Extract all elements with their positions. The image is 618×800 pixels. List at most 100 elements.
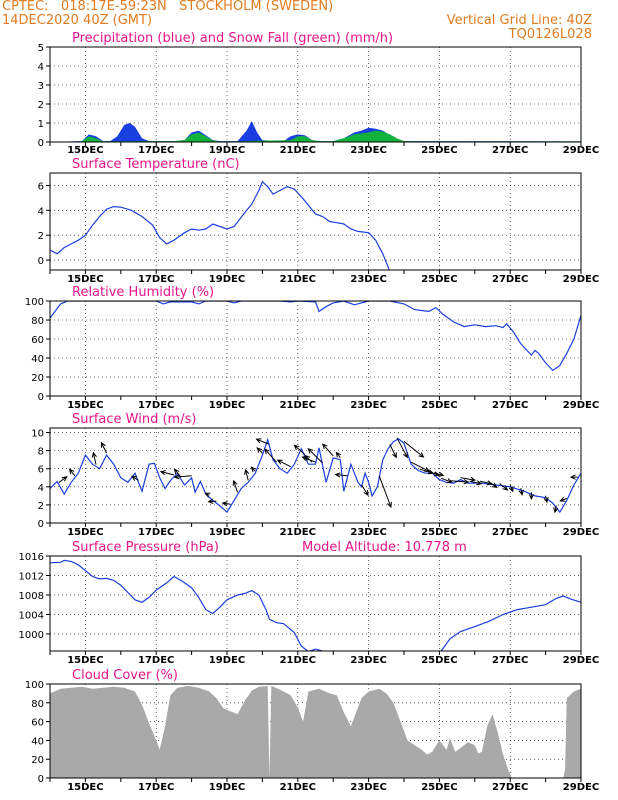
wind-arrow bbox=[322, 443, 334, 457]
y-tick-label: 1 bbox=[38, 119, 44, 130]
y-tick-label: 0 bbox=[38, 519, 44, 530]
panel-frame bbox=[49, 427, 582, 524]
x-tick-label: 25DEC bbox=[421, 655, 457, 666]
wind-arrow bbox=[173, 474, 192, 480]
x-tick-label: 21DEC bbox=[280, 527, 316, 538]
x-tick-label: 21DEC bbox=[280, 782, 316, 793]
y-tick-label: 20 bbox=[31, 373, 44, 384]
wind-arrow bbox=[131, 475, 139, 481]
wind-arrow bbox=[207, 498, 217, 504]
y-tick-label: 1008 bbox=[19, 591, 44, 602]
panel-frame bbox=[49, 172, 582, 271]
y-tick-label: 4 bbox=[38, 483, 44, 494]
panel-frame bbox=[49, 683, 582, 779]
panel-frame bbox=[49, 300, 582, 397]
x-tick-label: 17DEC bbox=[138, 145, 174, 156]
wind-arrow bbox=[518, 488, 524, 496]
wind-arrow bbox=[335, 451, 342, 458]
wind-arrow bbox=[433, 471, 445, 477]
x-tick-label: 23DEC bbox=[350, 782, 386, 793]
x-tick-label: 29DEC bbox=[563, 274, 599, 285]
x-tick-label: 25DEC bbox=[421, 145, 457, 156]
panel-frame bbox=[49, 555, 582, 652]
x-tick-label: 23DEC bbox=[350, 274, 386, 285]
series-line-0 bbox=[50, 437, 581, 514]
x-tick-label: 27DEC bbox=[492, 527, 528, 538]
wind-arrow bbox=[553, 505, 559, 514]
panel-title: Precipitation (blue) and Snow Fall (gree… bbox=[72, 31, 393, 46]
panel-0: Precipitation (blue) and Snow Fall (gree… bbox=[38, 31, 600, 156]
wind-arrow bbox=[508, 484, 514, 493]
x-tick-label: 17DEC bbox=[138, 655, 174, 666]
x-tick-label: 25DEC bbox=[421, 527, 457, 538]
x-tick-label: 27DEC bbox=[492, 782, 528, 793]
y-tick-label: 2 bbox=[38, 501, 44, 512]
wind-arrow bbox=[293, 444, 306, 455]
y-tick-label: 0 bbox=[38, 774, 44, 785]
header-model-code: TQ0126L028 bbox=[508, 27, 592, 42]
y-tick-label: 1012 bbox=[19, 571, 44, 582]
wind-arrow bbox=[488, 481, 498, 488]
x-tick-label: 19DEC bbox=[209, 782, 245, 793]
y-tick-label: 80 bbox=[31, 316, 44, 327]
y-tick-label: 60 bbox=[31, 335, 44, 346]
wind-arrow bbox=[173, 468, 182, 478]
y-tick-label: 10 bbox=[31, 429, 44, 440]
wind-arrow bbox=[441, 477, 453, 484]
panel-4: Surface Pressure (hPa) Model Altitude: 10… bbox=[19, 540, 600, 666]
x-tick-label: 29DEC bbox=[563, 655, 599, 666]
x-tick-label: 21DEC bbox=[280, 400, 316, 411]
wind-arrow bbox=[250, 466, 257, 473]
panel-5: Cloud Cover (%) 0 20 40 60 80 100 15DEC 17DEC 19D… bbox=[25, 668, 599, 793]
x-tick-label: 23DEC bbox=[350, 655, 386, 666]
x-tick-label: 17DEC bbox=[138, 274, 174, 285]
x-tick-label: 23DEC bbox=[350, 145, 386, 156]
panel-title: Cloud Cover (%) bbox=[72, 668, 178, 683]
x-tick-label: 17DEC bbox=[138, 400, 174, 411]
y-tick-label: 3 bbox=[38, 81, 44, 92]
panel-title: Relative Humidity (%) bbox=[72, 285, 214, 300]
wind-arrow bbox=[449, 479, 470, 485]
y-tick-label: 6 bbox=[38, 181, 44, 192]
wind-arrow bbox=[232, 479, 239, 493]
panel-title: Surface Wind (m/s) bbox=[72, 412, 196, 427]
x-tick-label: 19DEC bbox=[209, 655, 245, 666]
header-grid-line: Vertical Grid Line: 40Z bbox=[446, 13, 592, 28]
x-tick-label: 15DEC bbox=[67, 145, 103, 156]
x-tick-label: 27DEC bbox=[492, 400, 528, 411]
wind-arrow bbox=[100, 441, 108, 454]
x-tick-label: 21DEC bbox=[280, 655, 316, 666]
x-tick-label: 21DEC bbox=[280, 274, 316, 285]
wind-arrow bbox=[499, 483, 509, 491]
x-tick-label: 23DEC bbox=[350, 527, 386, 538]
x-tick-label: 29DEC bbox=[563, 400, 599, 411]
x-tick-label: 23DEC bbox=[350, 400, 386, 411]
series-line-0 bbox=[50, 559, 581, 651]
x-tick-label: 15DEC bbox=[67, 655, 103, 666]
x-tick-label: 17DEC bbox=[138, 527, 174, 538]
y-tick-label: 0 bbox=[38, 392, 44, 403]
x-tick-label: 15DEC bbox=[67, 400, 103, 411]
x-tick-label: 29DEC bbox=[563, 782, 599, 793]
wind-arrow bbox=[378, 475, 392, 509]
panel-2: Relative Humidity (%) 0 20 40 60 80 100 15DEC 17… bbox=[25, 285, 599, 411]
x-tick-label: 19DEC bbox=[209, 274, 245, 285]
series-line-0 bbox=[50, 301, 581, 372]
wind-arrow bbox=[334, 472, 348, 478]
y-tick-label: 100 bbox=[25, 297, 44, 308]
x-tick-label: 27DEC bbox=[492, 655, 528, 666]
wind-arrow bbox=[301, 456, 316, 463]
x-tick-label: 29DEC bbox=[563, 527, 599, 538]
y-tick-label: 40 bbox=[31, 736, 44, 747]
series-area-0 bbox=[50, 685, 581, 778]
y-tick-label: 5 bbox=[38, 43, 44, 54]
y-tick-label: 4 bbox=[38, 62, 44, 73]
y-tick-label: 1016 bbox=[19, 552, 44, 563]
panel-title: Surface Pressure (hPa) bbox=[72, 540, 219, 555]
y-tick-label: 8 bbox=[38, 447, 44, 458]
x-tick-label: 19DEC bbox=[209, 145, 245, 156]
y-tick-label: 4 bbox=[38, 206, 44, 217]
y-tick-label: 2 bbox=[38, 231, 44, 242]
x-tick-label: 19DEC bbox=[209, 400, 245, 411]
wind-arrow bbox=[426, 470, 440, 477]
